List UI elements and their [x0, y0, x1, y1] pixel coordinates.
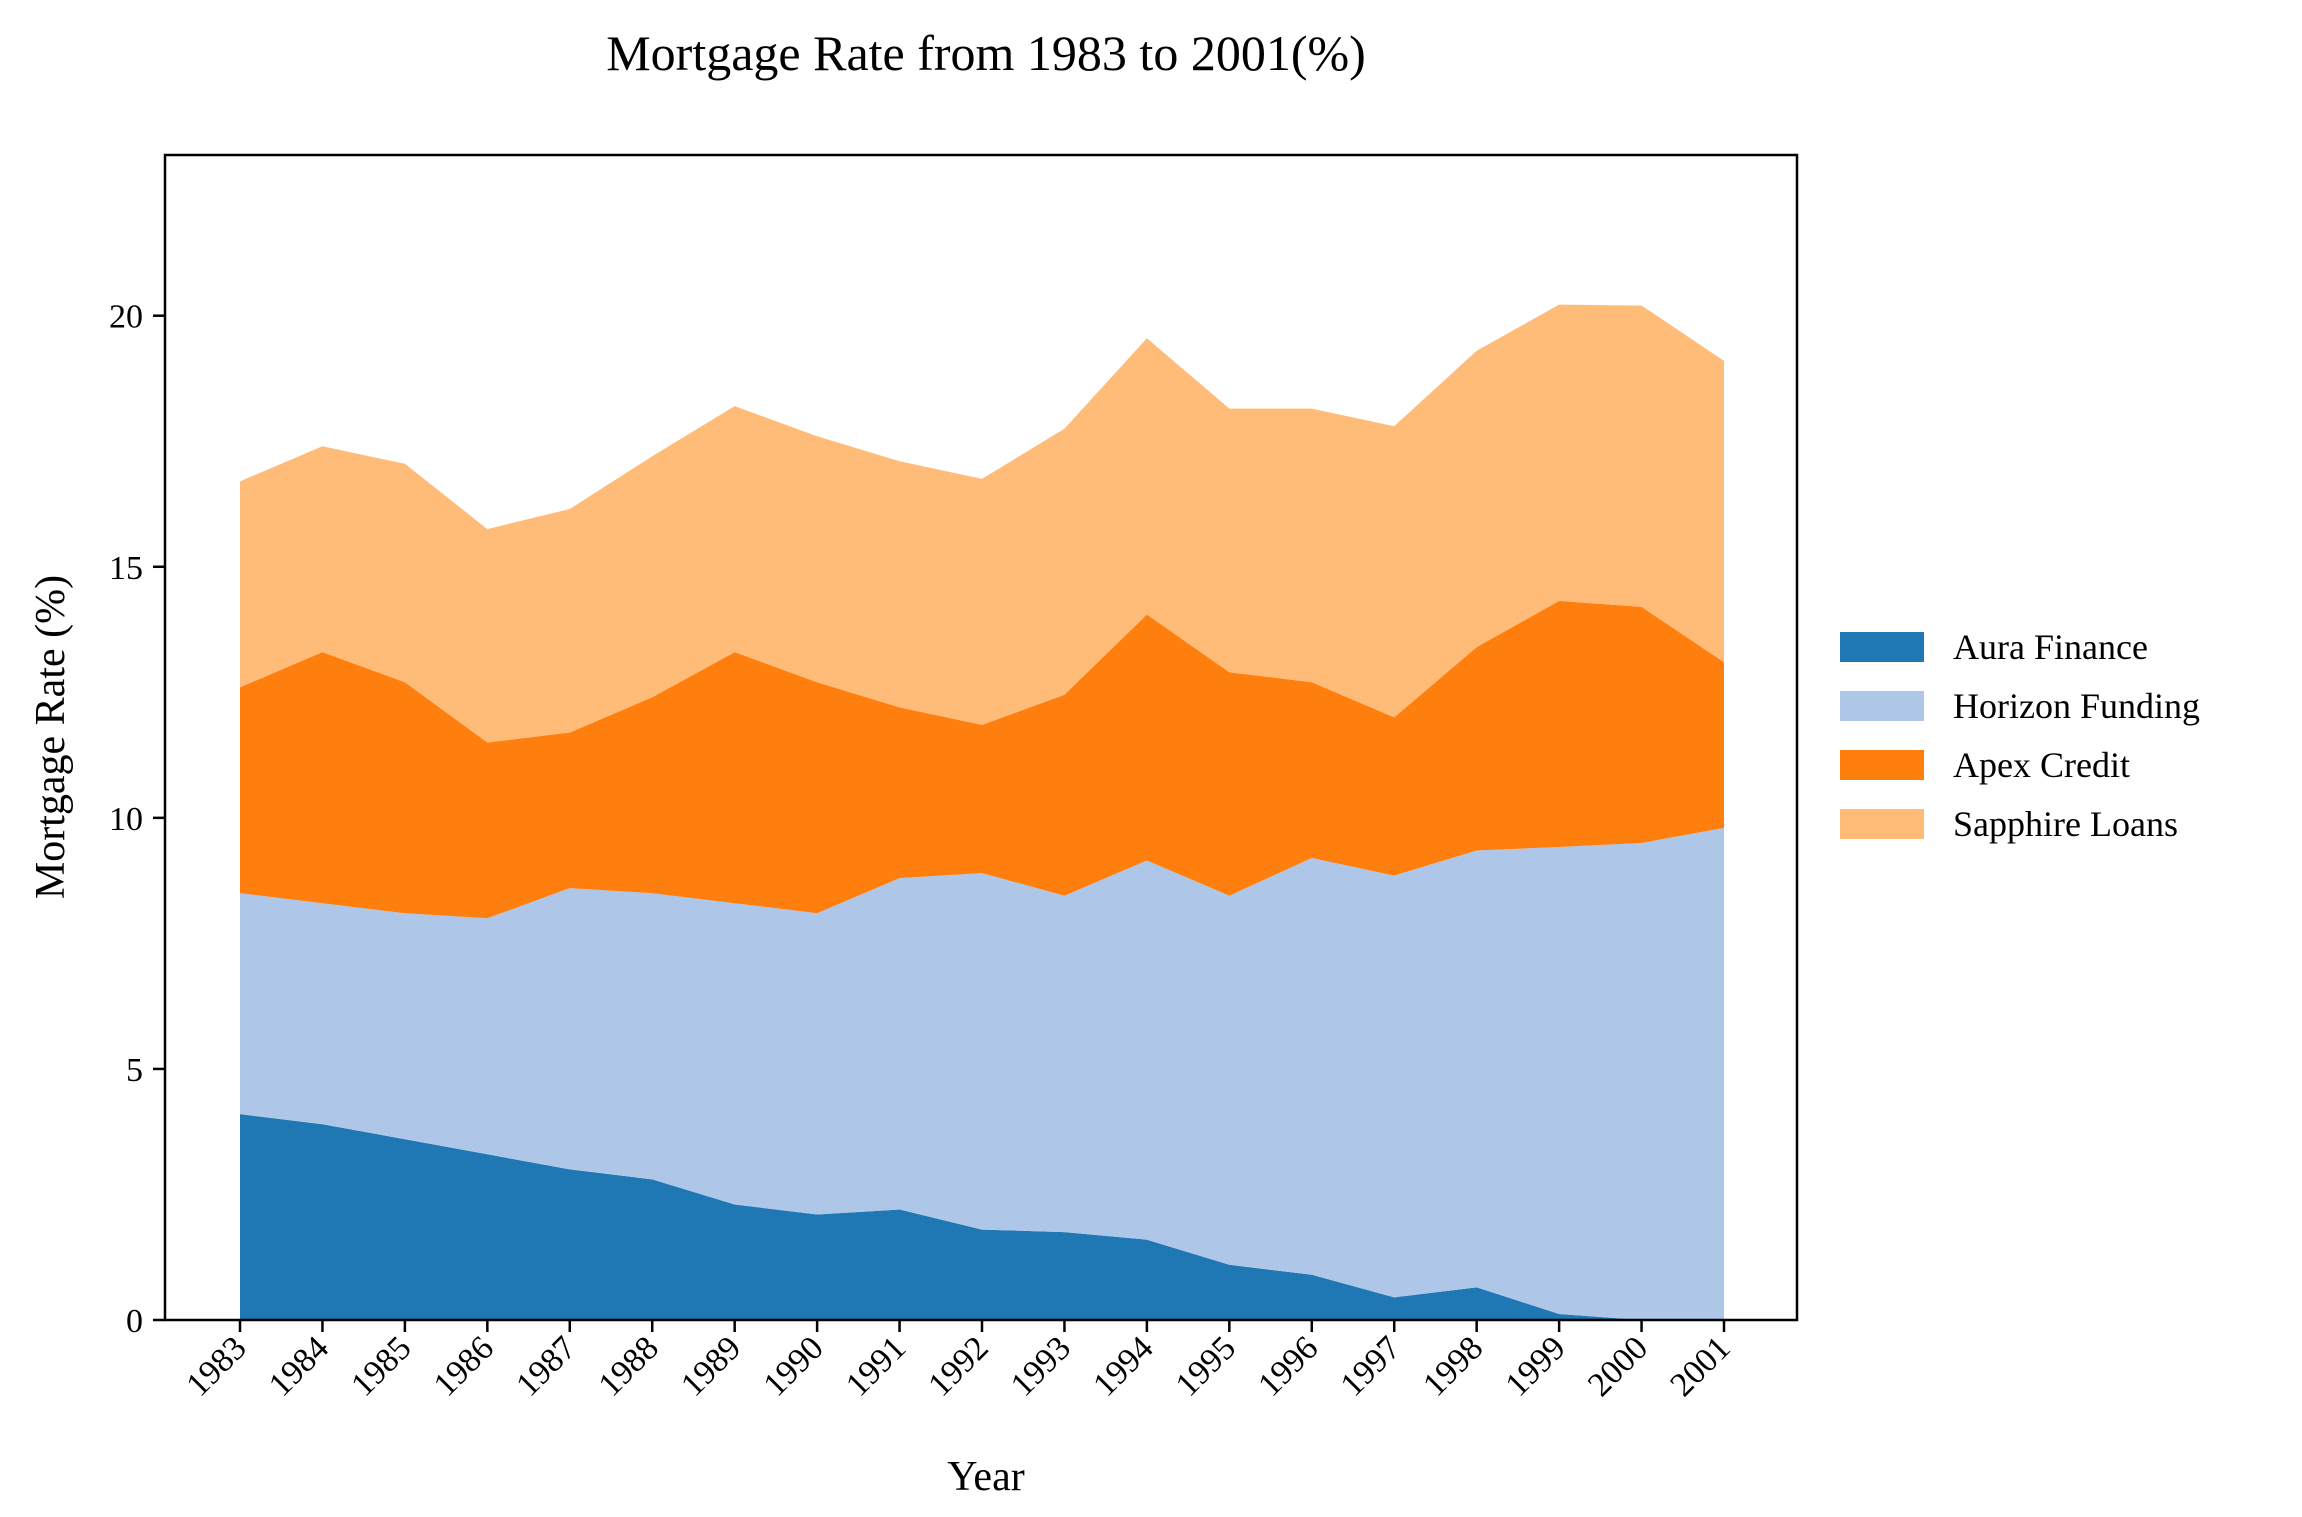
x-tick-label: 1993: [1004, 1329, 1078, 1403]
x-axis-label: Year: [947, 1454, 1024, 1500]
chart-title: Mortgage Rate from 1983 to 2001(%): [606, 25, 1366, 81]
y-tick-label: 5: [126, 1052, 143, 1089]
y-tick-label: 15: [109, 550, 143, 587]
x-tick-label: 1986: [427, 1329, 501, 1403]
x-tick-label: 1998: [1416, 1329, 1490, 1403]
y-tick-label: 0: [126, 1303, 143, 1340]
legend-label: Sapphire Loans: [1953, 804, 2178, 844]
x-tick-label: 1992: [921, 1329, 995, 1403]
area-series-aura-finance: [240, 1114, 1724, 1320]
x-tick-label: 1983: [179, 1329, 253, 1403]
legend-swatch: [1840, 750, 1924, 780]
x-tick-label: 2000: [1581, 1329, 1655, 1403]
legend-label: Apex Credit: [1953, 745, 2130, 785]
x-tick-label: 1994: [1086, 1329, 1160, 1403]
y-axis: 0 5 10 15 20: [109, 299, 165, 1340]
y-axis-label: Mortgage Rate (%): [28, 575, 74, 899]
y-tick-label: 20: [109, 299, 143, 336]
legend-swatch: [1840, 632, 1924, 662]
x-tick-label: 1999: [1499, 1329, 1573, 1403]
x-tick-label: 1987: [509, 1329, 583, 1403]
area-series-horizon-funding: [240, 827, 1724, 1320]
area-series-sapphire-loans: [240, 304, 1724, 743]
x-tick-label: 1996: [1251, 1329, 1325, 1403]
y-tick-label: 10: [109, 801, 143, 838]
x-tick-label: 1991: [839, 1329, 913, 1403]
legend: Aura Finance Horizon Funding Apex Credit Sa…: [1840, 627, 2200, 844]
x-tick-label: 1995: [1169, 1329, 1243, 1403]
legend-label: Horizon Funding: [1953, 686, 2200, 726]
x-tick-label: 1997: [1334, 1329, 1408, 1403]
area-layer: [240, 304, 1724, 1320]
x-tick-label: 1988: [592, 1329, 666, 1403]
x-tick-label: 1990: [757, 1329, 831, 1403]
x-tick-label: 1984: [262, 1329, 336, 1403]
x-tick-label: 1985: [344, 1329, 418, 1403]
legend-label: Aura Finance: [1953, 627, 2148, 667]
x-tick-label: 1989: [674, 1329, 748, 1403]
legend-swatch: [1840, 691, 1924, 721]
area-series-apex-credit: [240, 600, 1724, 919]
x-tick-label: 2001: [1663, 1329, 1737, 1403]
x-axis: 1983 1984 1985 1986 1987 1988 1989 1990 1991 1992…: [179, 1320, 1738, 1404]
legend-swatch: [1840, 809, 1924, 839]
